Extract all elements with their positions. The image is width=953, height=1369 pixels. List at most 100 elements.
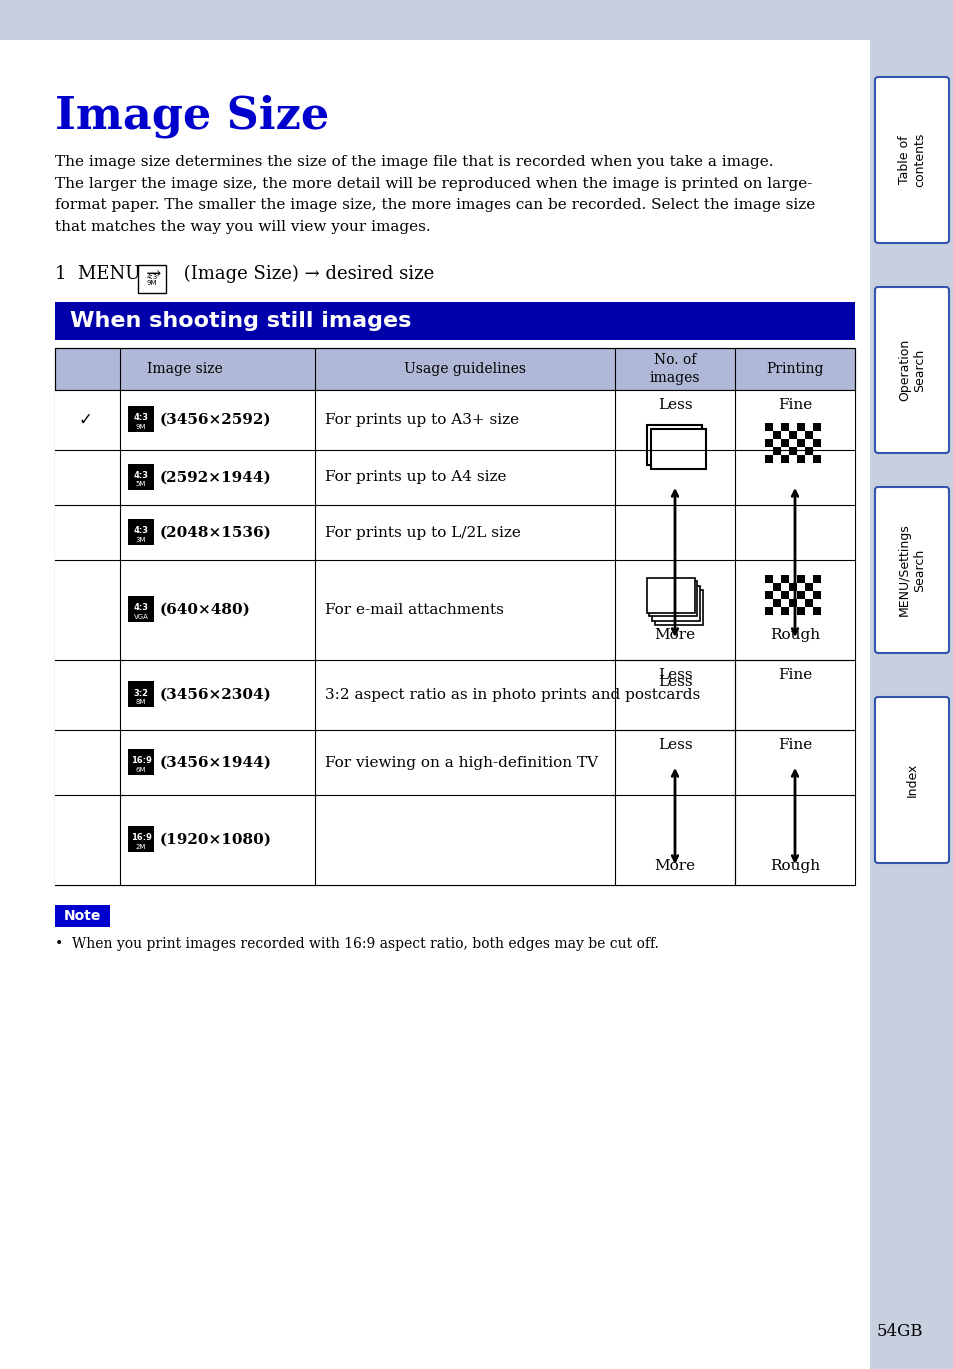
Bar	[772, 600, 781, 606]
Bar	[764, 431, 772, 439]
Bar	[796, 600, 804, 606]
Bar	[781, 431, 788, 439]
Text: 1  MENU →: 1 MENU →	[55, 266, 167, 283]
Bar	[128, 519, 153, 545]
Text: MENU/Settings
Search: MENU/Settings Search	[897, 523, 925, 616]
Text: Less: Less	[657, 398, 692, 412]
Text: 3:2: 3:2	[133, 689, 149, 697]
Bar	[55, 505, 854, 560]
Bar	[764, 439, 772, 448]
Text: Index: Index	[904, 763, 918, 797]
Bar	[788, 591, 796, 600]
Bar	[55, 730, 854, 795]
Bar	[781, 448, 788, 455]
Bar	[655, 590, 702, 626]
Text: 3M: 3M	[135, 537, 146, 542]
Bar	[650, 428, 705, 470]
Text: (3456×2304): (3456×2304)	[160, 689, 272, 702]
Bar	[796, 448, 804, 455]
Text: More: More	[654, 628, 695, 642]
Bar	[651, 586, 700, 620]
Bar	[138, 266, 166, 293]
Bar	[812, 606, 821, 615]
Bar	[128, 464, 153, 490]
Bar	[804, 600, 812, 606]
Bar	[55, 795, 854, 884]
Text: Less: Less	[657, 738, 692, 752]
Bar	[772, 448, 781, 455]
Bar	[781, 423, 788, 431]
Bar	[804, 591, 812, 600]
Bar	[788, 600, 796, 606]
Bar	[0, 0, 953, 40]
Bar	[804, 439, 812, 448]
Text: (2592×1944): (2592×1944)	[160, 471, 272, 485]
Bar	[788, 439, 796, 448]
Text: 4:3: 4:3	[133, 526, 149, 535]
Text: 4:3: 4:3	[133, 604, 149, 612]
Text: The image size determines the size of the image file that is recorded when you t: The image size determines the size of th…	[55, 155, 815, 234]
Bar	[869, 0, 953, 1369]
Bar	[788, 606, 796, 615]
Text: 5M: 5M	[135, 482, 146, 487]
Bar	[781, 591, 788, 600]
Text: 2M: 2M	[135, 845, 146, 850]
Text: Rough: Rough	[769, 858, 820, 873]
Bar	[781, 600, 788, 606]
Bar	[772, 431, 781, 439]
Bar	[812, 439, 821, 448]
Bar	[812, 591, 821, 600]
Text: For prints up to A4 size: For prints up to A4 size	[325, 471, 506, 485]
Text: For prints up to A3+ size: For prints up to A3+ size	[325, 413, 518, 427]
Bar	[788, 448, 796, 455]
Text: Image Size: Image Size	[55, 94, 329, 138]
Text: 3:2 aspect ratio as in photo prints and postcards: 3:2 aspect ratio as in photo prints and …	[325, 689, 700, 702]
Text: ✓: ✓	[78, 411, 91, 428]
Bar	[772, 423, 781, 431]
Bar	[648, 580, 697, 616]
Text: 54GB: 54GB	[876, 1322, 923, 1340]
Text: Fine: Fine	[777, 398, 811, 412]
Bar	[55, 348, 854, 884]
Text: 4:3
9M: 4:3 9M	[146, 274, 157, 286]
Text: Fine: Fine	[777, 668, 811, 682]
FancyBboxPatch shape	[874, 487, 948, 653]
Bar	[796, 591, 804, 600]
Text: 4:3: 4:3	[133, 413, 149, 423]
Bar	[764, 575, 772, 583]
Bar	[128, 826, 153, 852]
Text: (1920×1080): (1920×1080)	[160, 832, 272, 847]
Text: •  When you print images recorded with 16:9 aspect ratio, both edges may be cut : • When you print images recorded with 16…	[55, 936, 659, 951]
Text: For prints up to L/2L size: For prints up to L/2L size	[325, 526, 520, 539]
Text: Fine: Fine	[777, 738, 811, 752]
Bar	[646, 578, 695, 613]
Text: 4:3: 4:3	[133, 471, 149, 481]
Bar	[764, 600, 772, 606]
Bar	[812, 455, 821, 463]
Bar	[55, 905, 110, 927]
Bar	[796, 431, 804, 439]
Bar	[772, 591, 781, 600]
Bar	[764, 591, 772, 600]
Bar	[804, 423, 812, 431]
Bar	[128, 407, 153, 433]
Bar	[764, 455, 772, 463]
Bar	[788, 583, 796, 591]
Text: Table of
contents: Table of contents	[897, 133, 925, 188]
Text: 16:9: 16:9	[131, 756, 152, 765]
Bar	[788, 455, 796, 463]
Bar	[812, 600, 821, 606]
Bar	[55, 303, 854, 340]
Text: (640×480): (640×480)	[160, 602, 251, 617]
Bar	[128, 749, 153, 775]
Text: More: More	[654, 858, 695, 873]
Bar	[781, 583, 788, 591]
Bar	[796, 423, 804, 431]
Text: 8M: 8M	[135, 700, 146, 705]
Bar	[804, 606, 812, 615]
Text: (2048×1536): (2048×1536)	[160, 526, 272, 539]
Bar	[55, 660, 854, 730]
Bar	[796, 439, 804, 448]
Text: Less: Less	[657, 675, 692, 689]
FancyBboxPatch shape	[874, 77, 948, 244]
